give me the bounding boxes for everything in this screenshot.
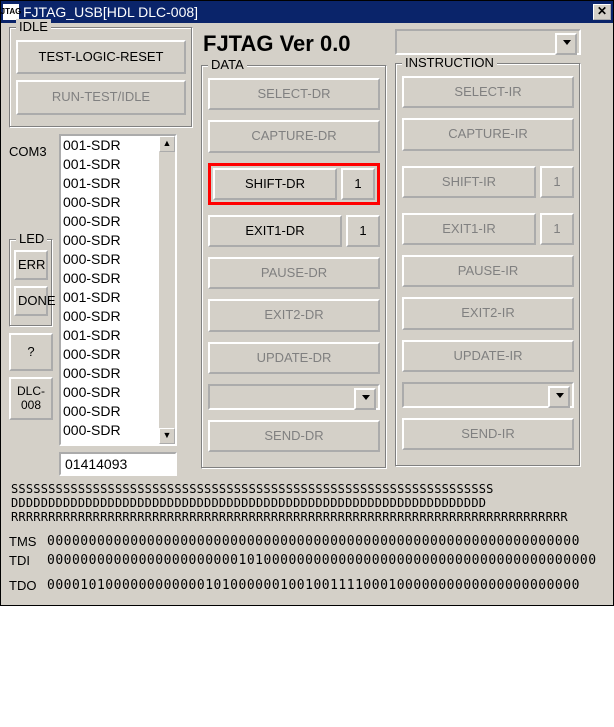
led-group: LED ERR DONE bbox=[9, 239, 53, 328]
list-item[interactable]: 000-SDR bbox=[63, 212, 173, 231]
shift-dr-highlight: SHIFT-DR 1 bbox=[208, 163, 380, 205]
instruction-legend: INSTRUCTION bbox=[402, 55, 497, 70]
list-item[interactable]: 001-SDR bbox=[63, 326, 173, 345]
list-item[interactable]: 000-SDR bbox=[63, 269, 173, 288]
pause-ir-button[interactable]: PAUSE-IR bbox=[402, 255, 574, 287]
stream-display: SSSSSSSSSSSSSSSSSSSSSSSSSSSSSSSSSSSSSSSS… bbox=[9, 476, 605, 530]
instruction-group: INSTRUCTION SELECT-IR CAPTURE-IR SHIFT-I… bbox=[395, 63, 581, 467]
select-dr-button[interactable]: SELECT-DR bbox=[208, 78, 380, 110]
idle-group: IDLE TEST-LOGIC-RESET RUN-TEST/IDLE bbox=[9, 27, 193, 128]
chevron-down-icon bbox=[563, 40, 571, 45]
ir-select[interactable] bbox=[402, 382, 574, 408]
list-item[interactable]: 000-SDR bbox=[63, 364, 173, 383]
titlebar: JTAG FJTAG_USB[HDL DLC-008] ✕ bbox=[1, 1, 613, 23]
update-dr-button[interactable]: UPDATE-DR bbox=[208, 342, 380, 374]
tms-value: 0000000000000000000000000000000000000000… bbox=[47, 534, 605, 549]
client-area: IDLE TEST-LOGIC-RESET RUN-TEST/IDLE COM3… bbox=[1, 23, 613, 605]
update-ir-button[interactable]: UPDATE-IR bbox=[402, 340, 574, 372]
scroll-up-icon[interactable]: ▲ bbox=[159, 136, 175, 152]
exit1-ir-button[interactable]: EXIT1-IR bbox=[402, 213, 536, 245]
send-ir-button[interactable]: SEND-IR bbox=[402, 418, 574, 450]
exit1-dr-value[interactable]: 1 bbox=[346, 215, 380, 247]
list-item[interactable]: 000-SDR bbox=[63, 193, 173, 212]
shift-dr-value[interactable]: 1 bbox=[341, 168, 375, 200]
list-item[interactable]: 001-SDR bbox=[63, 174, 173, 193]
tdo-row: TDO 000010100000000000010100000010010011… bbox=[9, 578, 605, 593]
list-item[interactable]: 001-SDR bbox=[63, 288, 173, 307]
chevron-down-icon bbox=[556, 393, 564, 398]
list-item[interactable]: 001-SDR bbox=[63, 155, 173, 174]
done-button[interactable]: DONE bbox=[14, 286, 48, 316]
shift-dr-button[interactable]: SHIFT-DR bbox=[213, 168, 337, 200]
tms-row: TMS 000000000000000000000000000000000000… bbox=[9, 534, 605, 549]
chevron-down-icon bbox=[362, 395, 370, 400]
readout-field: 01414093 bbox=[59, 452, 177, 476]
err-button[interactable]: ERR bbox=[14, 250, 48, 280]
idle-legend: IDLE bbox=[16, 19, 51, 34]
exit2-ir-button[interactable]: EXIT2-IR bbox=[402, 297, 574, 329]
list-item[interactable]: 000-SDR bbox=[63, 231, 173, 250]
tdo-value: 0000101000000000000101000000100100111100… bbox=[47, 578, 605, 593]
list-item[interactable]: 000-SDR bbox=[63, 383, 173, 402]
list-item[interactable]: 000-SDR bbox=[63, 402, 173, 421]
tdi-label: TDI bbox=[9, 553, 41, 568]
capture-dr-button[interactable]: CAPTURE-DR bbox=[208, 120, 380, 152]
exit1-ir-value[interactable]: 1 bbox=[540, 213, 574, 245]
send-dr-button[interactable]: SEND-DR bbox=[208, 420, 380, 452]
led-legend: LED bbox=[16, 231, 47, 246]
capture-ir-button[interactable]: CAPTURE-IR bbox=[402, 118, 574, 150]
com-label: COM3 bbox=[9, 144, 53, 159]
help-button[interactable]: ? bbox=[9, 333, 53, 371]
stream-d: DDDDDDDDDDDDDDDDDDDDDDDDDDDDDDDDDDDDDDDD… bbox=[11, 496, 603, 510]
com-listbox[interactable]: 001-SDR001-SDR001-SDR000-SDR000-SDR000-S… bbox=[59, 134, 177, 446]
list-item[interactable]: 000-SDR bbox=[63, 250, 173, 269]
test-logic-reset-button[interactable]: TEST-LOGIC-RESET bbox=[16, 40, 186, 74]
shift-ir-button[interactable]: SHIFT-IR bbox=[402, 166, 536, 198]
list-item[interactable]: 000-SDR bbox=[63, 421, 173, 440]
stream-r: RRRRRRRRRRRRRRRRRRRRRRRRRRRRRRRRRRRRRRRR… bbox=[11, 510, 603, 524]
exit1-dr-button[interactable]: EXIT1-DR bbox=[208, 215, 342, 247]
tdi-value: 0000000000000000000000010100000000000000… bbox=[47, 553, 605, 568]
scrollbar[interactable]: ▲ ▼ bbox=[159, 136, 175, 444]
dlc-button[interactable]: DLC-008 bbox=[9, 377, 53, 419]
dr-select[interactable] bbox=[208, 384, 380, 410]
tdi-row: TDI 000000000000000000000001010000000000… bbox=[9, 553, 605, 568]
app-window: JTAG FJTAG_USB[HDL DLC-008] ✕ IDLE TEST-… bbox=[0, 0, 614, 606]
list-item[interactable]: 000-SDR bbox=[63, 307, 173, 326]
select-ir-button[interactable]: SELECT-IR bbox=[402, 76, 574, 108]
tms-label: TMS bbox=[9, 534, 41, 549]
list-item[interactable]: 000-SDR bbox=[63, 345, 173, 364]
tdo-label: TDO bbox=[9, 578, 41, 593]
pause-dr-button[interactable]: PAUSE-DR bbox=[208, 257, 380, 289]
exit2-dr-button[interactable]: EXIT2-DR bbox=[208, 299, 380, 331]
shift-ir-value[interactable]: 1 bbox=[540, 166, 574, 198]
scroll-down-icon[interactable]: ▼ bbox=[159, 428, 175, 444]
app-icon: JTAG bbox=[3, 4, 19, 20]
top-select[interactable] bbox=[395, 29, 581, 55]
data-group: DATA SELECT-DR CAPTURE-DR SHIFT-DR 1 bbox=[201, 65, 387, 469]
list-item[interactable]: 001-SDR bbox=[63, 136, 173, 155]
close-button[interactable]: ✕ bbox=[593, 4, 611, 20]
data-legend: DATA bbox=[208, 57, 247, 72]
stream-s: SSSSSSSSSSSSSSSSSSSSSSSSSSSSSSSSSSSSSSSS… bbox=[11, 482, 603, 496]
run-test-idle-button[interactable]: RUN-TEST/IDLE bbox=[16, 80, 186, 114]
window-title: FJTAG_USB[HDL DLC-008] bbox=[23, 4, 593, 20]
